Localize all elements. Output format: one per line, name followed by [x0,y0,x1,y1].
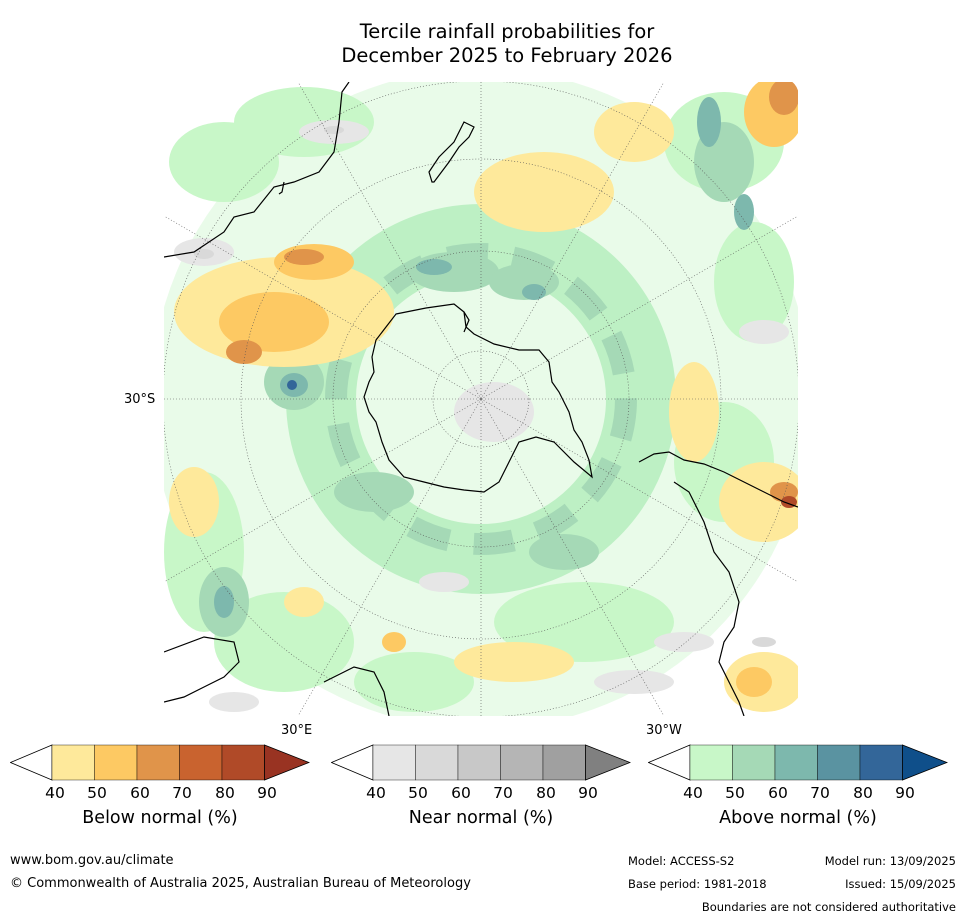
colorbar-below-label: Below normal (%) [82,808,238,828]
map-canvas [164,82,798,716]
colorbar-near-bin [500,744,544,781]
website-link[interactable]: www.bom.gov.au/climate [10,853,174,868]
colorbar-below-tick: 80 [215,784,235,802]
colorbar-near-tick: 60 [451,784,471,802]
colorbar-near-tick: 40 [366,784,386,802]
colorbar-above-tick: 40 [683,784,703,802]
disclaimer-text: Boundaries are not considered authoritat… [701,900,956,914]
colorbar-below-bin [179,744,223,781]
colorbar-above-bin [859,744,903,781]
copyright-text: © Commonwealth of Australia 2025, Austra… [10,876,471,891]
lat-label-30s: 30°S [124,392,156,407]
colorbar-near-bin [415,744,459,781]
lat-label-30e: 30°E [281,723,313,738]
colorbar-near-over-arrow [585,744,631,781]
colorbar-above [648,744,948,781]
model-run-text: Model run: 13/09/2025 [824,854,956,868]
colorbar-above-tick: 80 [853,784,873,802]
colorbar-below-over-arrow [264,744,310,781]
colorbar-above-bin [732,744,776,781]
colorbar-below-tick: 60 [130,784,150,802]
colorbar-above-tick: 90 [895,784,915,802]
colorbar-near-label: Near normal (%) [408,808,554,828]
colorbar-above-bin [774,744,818,781]
colorbar-above-tick: 50 [725,784,745,802]
map-title: Tercile rainfall probabilities for Decem… [0,20,965,68]
colorbar-above-under-arrow [648,744,691,781]
colorbar-above-over-arrow [902,744,948,781]
colorbar-near-under-arrow [331,744,374,781]
colorbar-near-tick: 90 [578,784,598,802]
colorbar-above-label: Above normal (%) [719,808,877,828]
colorbar-below-under-arrow [10,744,53,781]
colorbar-near-tick: 50 [408,784,428,802]
colorbar-below-bin [221,744,265,781]
title-line-2: December 2025 to February 2026 [341,44,673,67]
coastlines [164,82,798,716]
colorbar-above-tick: 60 [768,784,788,802]
colorbar-near-bin [457,744,501,781]
colorbar-below-bin [94,744,138,781]
colorbar-below-tick: 90 [257,784,277,802]
colorbar-above-bin [817,744,861,781]
colorbar-near-tick: 70 [493,784,513,802]
colorbar-near [331,744,631,781]
polar-map [164,82,798,716]
colorbar-below-tick: 50 [87,784,107,802]
lat-label-30w: 30°W [646,723,682,738]
colorbar-near-bin [372,744,416,781]
graticule [164,82,798,716]
colorbar-above-bin [689,744,733,781]
colorbar-below-tick: 70 [172,784,192,802]
base-period-text: Base period: 1981-2018 [628,877,767,891]
colorbar-below-bin [136,744,180,781]
model-text: Model: ACCESS-S2 [628,854,735,868]
colorbar-near-bin [542,744,586,781]
colorbar-below-bin [51,744,95,781]
title-line-1: Tercile rainfall probabilities for [359,20,655,43]
colorbar-above-tick: 70 [810,784,830,802]
issued-text: Issued: 15/09/2025 [845,877,956,891]
colorbar-below-tick: 40 [45,784,65,802]
colorbar-near-tick: 80 [536,784,556,802]
colorbar-below [10,744,310,781]
